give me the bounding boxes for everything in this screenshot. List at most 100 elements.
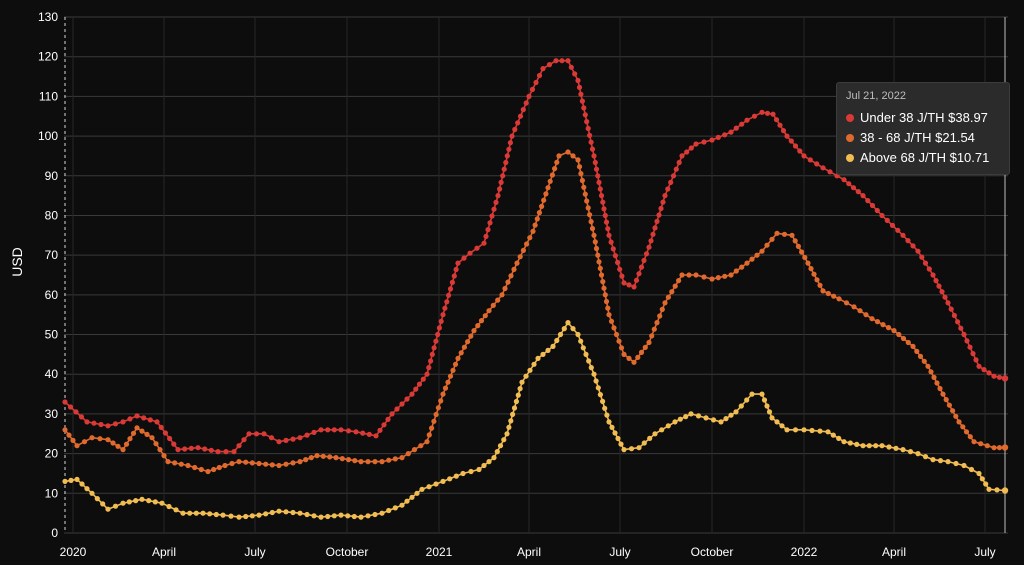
data-point <box>715 134 721 140</box>
data-point <box>187 510 193 516</box>
data-point <box>576 164 583 170</box>
data-point <box>70 437 76 443</box>
data-point <box>922 260 929 266</box>
data-point <box>482 313 488 319</box>
data-point <box>967 344 973 350</box>
data-point <box>631 284 637 290</box>
data-point <box>200 510 206 516</box>
data-point <box>527 235 533 241</box>
data-point <box>529 86 536 92</box>
data-point <box>695 413 702 419</box>
data-point <box>547 178 553 184</box>
x-tick-label: July <box>609 545 630 559</box>
data-point <box>788 138 794 144</box>
data-point <box>512 126 518 133</box>
data-point <box>311 429 317 435</box>
data-point <box>635 354 641 360</box>
data-point <box>553 58 559 64</box>
data-point <box>684 149 690 155</box>
data-point <box>925 363 931 369</box>
data-point <box>575 157 581 163</box>
data-point <box>543 191 549 197</box>
data-point <box>303 457 309 463</box>
data-point <box>436 325 442 331</box>
data-point <box>283 461 289 467</box>
data-point <box>784 133 790 139</box>
data-point <box>910 343 916 349</box>
data-point <box>269 509 275 516</box>
data-point <box>157 447 163 453</box>
data-point <box>575 331 581 338</box>
data-point <box>978 441 984 447</box>
data-point <box>963 429 970 435</box>
data-point <box>62 427 68 433</box>
data-point <box>365 459 371 465</box>
data-point <box>761 397 768 403</box>
data-point <box>447 476 453 482</box>
data-point <box>595 252 601 258</box>
data-point <box>377 427 383 433</box>
data-point <box>308 455 314 461</box>
data-point <box>946 402 953 408</box>
y-tick-label: 60 <box>45 288 59 302</box>
data-point <box>795 243 802 249</box>
data-point <box>433 338 439 344</box>
data-point <box>781 231 788 237</box>
data-point <box>970 351 976 357</box>
data-point <box>715 275 721 281</box>
data-point <box>229 460 235 467</box>
data-point <box>843 300 850 306</box>
data-point <box>991 445 997 451</box>
data-point <box>733 125 739 131</box>
data-point <box>996 374 1003 380</box>
data-point <box>158 424 164 430</box>
data-point <box>276 439 282 445</box>
data-point <box>709 276 715 282</box>
data-point <box>546 62 553 68</box>
data-point <box>900 335 907 342</box>
data-point <box>971 439 977 445</box>
data-point <box>290 436 296 442</box>
data-point <box>554 159 560 165</box>
data-point <box>506 424 512 430</box>
data-point <box>659 306 665 312</box>
data-point <box>991 373 997 379</box>
data-point <box>841 439 847 445</box>
data-point <box>937 458 944 464</box>
data-point <box>601 206 607 212</box>
data-point <box>673 166 679 172</box>
data-point <box>792 143 799 149</box>
data-point <box>442 385 449 391</box>
series-1 <box>62 149 1009 475</box>
tooltip-row-label: Above 68 J/TH $10.71 <box>860 150 990 165</box>
data-point <box>66 432 72 438</box>
data-point <box>276 462 282 469</box>
x-tick-label: April <box>152 545 176 559</box>
data-point <box>503 159 509 166</box>
data-point <box>654 320 660 326</box>
data-point <box>891 328 897 334</box>
data-point <box>749 256 755 262</box>
data-point <box>84 419 90 425</box>
data-point <box>766 409 773 415</box>
data-point <box>808 266 814 272</box>
data-point <box>545 347 551 353</box>
data-point <box>133 498 139 504</box>
data-point <box>773 117 780 123</box>
data-point <box>487 220 493 226</box>
data-point <box>360 430 366 436</box>
data-point <box>976 363 982 369</box>
data-point <box>672 419 678 425</box>
data-point <box>120 500 126 506</box>
data-point <box>601 285 607 291</box>
data-point <box>461 255 467 261</box>
data-point <box>431 418 437 424</box>
data-point <box>256 460 262 467</box>
data-point <box>597 392 604 398</box>
data-point <box>602 405 608 411</box>
data-point <box>485 227 491 233</box>
data-point <box>539 203 545 209</box>
data-point <box>146 498 152 504</box>
data-point <box>351 513 357 520</box>
